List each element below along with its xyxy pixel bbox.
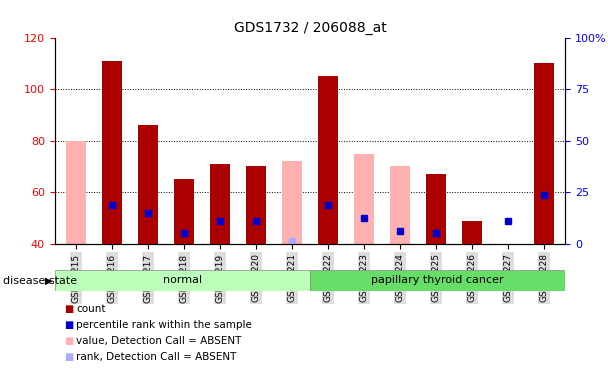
Bar <box>310 270 565 291</box>
Text: disease state: disease state <box>3 276 77 285</box>
Bar <box>534 63 554 244</box>
Text: percentile rank within the sample: percentile rank within the sample <box>76 320 252 330</box>
Text: ■: ■ <box>64 320 73 330</box>
Bar <box>139 125 158 244</box>
Bar <box>462 220 482 244</box>
Text: ▶: ▶ <box>45 276 52 285</box>
Bar <box>390 166 410 244</box>
Bar <box>102 61 122 244</box>
Text: ■: ■ <box>64 304 73 314</box>
Bar <box>282 161 302 244</box>
Bar <box>55 270 310 291</box>
Text: ■: ■ <box>64 336 73 346</box>
Text: value, Detection Call = ABSENT: value, Detection Call = ABSENT <box>76 336 241 346</box>
Bar <box>318 76 338 244</box>
Title: GDS1732 / 206088_at: GDS1732 / 206088_at <box>233 21 387 35</box>
Text: count: count <box>76 304 106 314</box>
Bar <box>66 141 86 244</box>
Text: ■: ■ <box>64 352 73 362</box>
Bar <box>210 164 230 244</box>
Bar <box>354 153 374 244</box>
Bar <box>174 179 194 244</box>
Bar <box>246 166 266 244</box>
Bar <box>426 174 446 244</box>
Text: papillary thyroid cancer: papillary thyroid cancer <box>371 275 504 285</box>
Text: rank, Detection Call = ABSENT: rank, Detection Call = ABSENT <box>76 352 237 362</box>
Text: normal: normal <box>163 275 202 285</box>
